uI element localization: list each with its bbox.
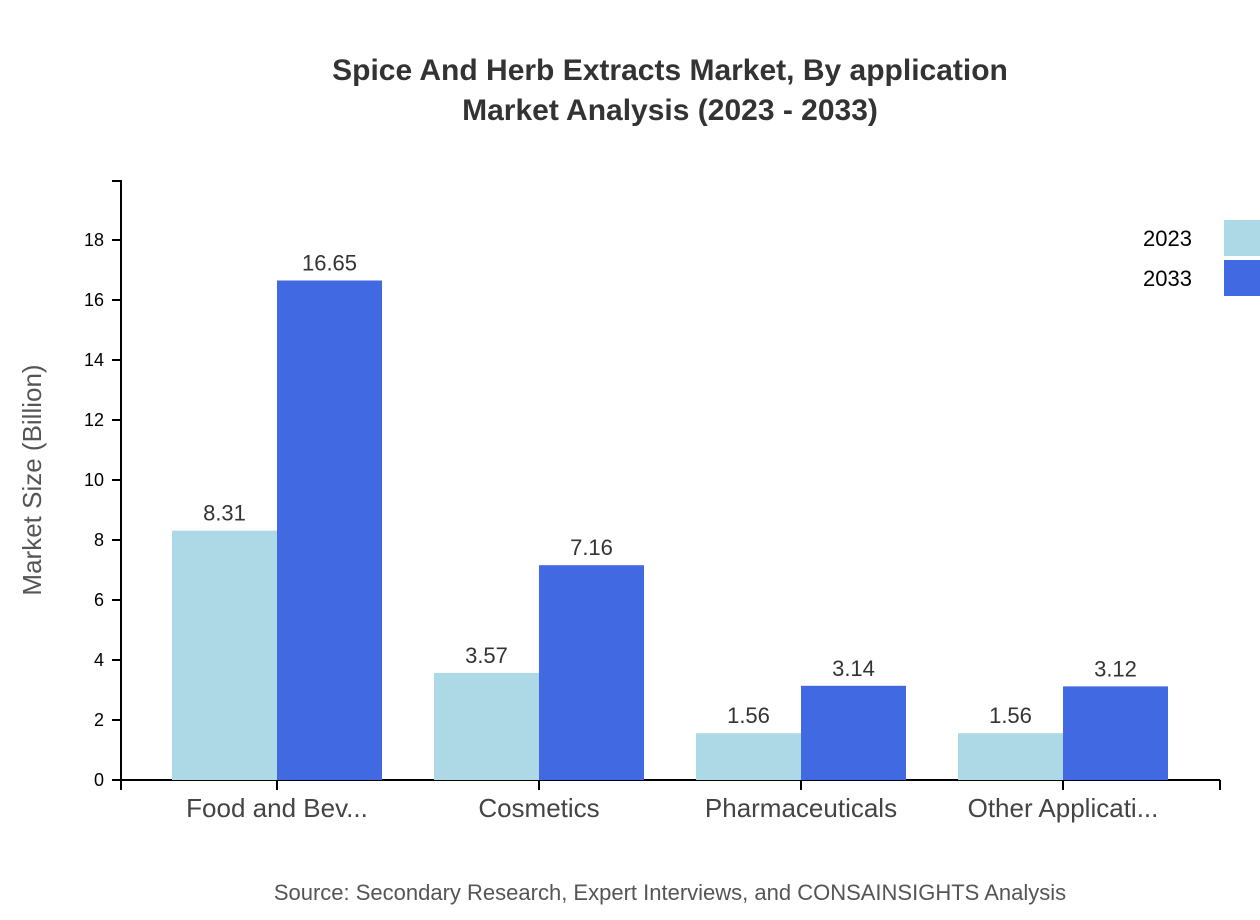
y-tick-label: 14 [84, 350, 104, 370]
bar-2033 [277, 280, 382, 780]
data-label: 3.12 [1094, 656, 1137, 681]
data-label: 1.56 [989, 703, 1032, 728]
data-label: 16.65 [302, 251, 357, 276]
data-label: 1.56 [727, 703, 770, 728]
bar-2033 [1063, 686, 1168, 780]
legend-swatch [1224, 260, 1260, 296]
legend-swatch [1224, 220, 1260, 256]
legend-label: 2023 [1143, 226, 1192, 251]
source-note: Source: Secondary Research, Expert Inter… [274, 880, 1066, 905]
bar-2023 [696, 733, 801, 780]
x-tick-label: Other Applicati... [968, 793, 1159, 823]
chart-subtitle: Market Analysis (2023 - 2033) [462, 94, 878, 127]
x-tick-label: Pharmaceuticals [705, 793, 897, 823]
legend: 2023 2033 [1143, 220, 1260, 296]
data-label: 7.16 [570, 535, 613, 560]
x-tick-label: Food and Bev... [186, 793, 368, 823]
chart-title: Spice And Herb Extracts Market, By appli… [332, 54, 1008, 87]
bars: 8.31 16.65 3.57 7.16 1.56 3.14 1.56 3.12 [172, 251, 1168, 780]
legend-label: 2033 [1143, 266, 1192, 291]
y-tick-label: 12 [84, 410, 104, 430]
x-tick-label: Cosmetics [478, 793, 599, 823]
y-tick-label: 8 [94, 530, 104, 550]
y-tick-label: 2 [94, 710, 104, 730]
y-tick-label: 18 [84, 230, 104, 250]
y-tick-label: 4 [94, 650, 104, 670]
data-label: 8.31 [203, 501, 246, 526]
data-label: 3.14 [832, 656, 875, 681]
y-tick-label: 10 [84, 470, 104, 490]
y-tick-label: 16 [84, 290, 104, 310]
bar-2033 [801, 685, 906, 780]
bar-2023 [434, 672, 539, 780]
y-tick-label: 6 [94, 590, 104, 610]
y-axis-label: Market Size (Billion) [17, 364, 47, 595]
bar-2033 [539, 565, 644, 780]
bar-2023 [172, 530, 277, 780]
y-tick-label: 0 [94, 770, 104, 790]
data-label: 3.57 [465, 643, 508, 668]
bar-2023 [958, 733, 1063, 780]
